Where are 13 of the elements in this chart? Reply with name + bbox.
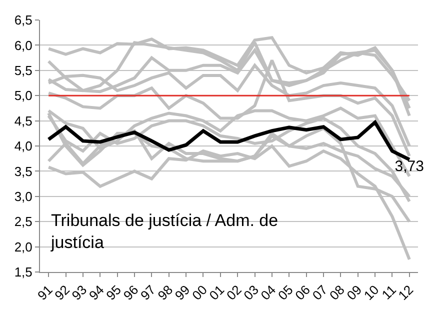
- y-tick-label: 4,0: [14, 138, 32, 154]
- y-tick-label: 1,5: [14, 264, 32, 280]
- y-tick-label: 5,0: [14, 88, 32, 104]
- y-tick-label: 2,0: [14, 239, 32, 254]
- data-label: 3,73: [394, 158, 424, 175]
- y-tick-label: 3,5: [14, 164, 32, 179]
- y-tick-label: 6,0: [14, 38, 32, 53]
- y-tick-label: 5,5: [14, 62, 32, 78]
- y-tick-label: 2,5: [14, 214, 32, 230]
- y-tick-label: 6,5: [14, 12, 32, 28]
- y-tick-label: 4,5: [14, 113, 32, 128]
- y-tick-label: 3,0: [14, 188, 32, 204]
- annotation: Tribunals de justícia / Adm. de justícia: [50, 211, 278, 252]
